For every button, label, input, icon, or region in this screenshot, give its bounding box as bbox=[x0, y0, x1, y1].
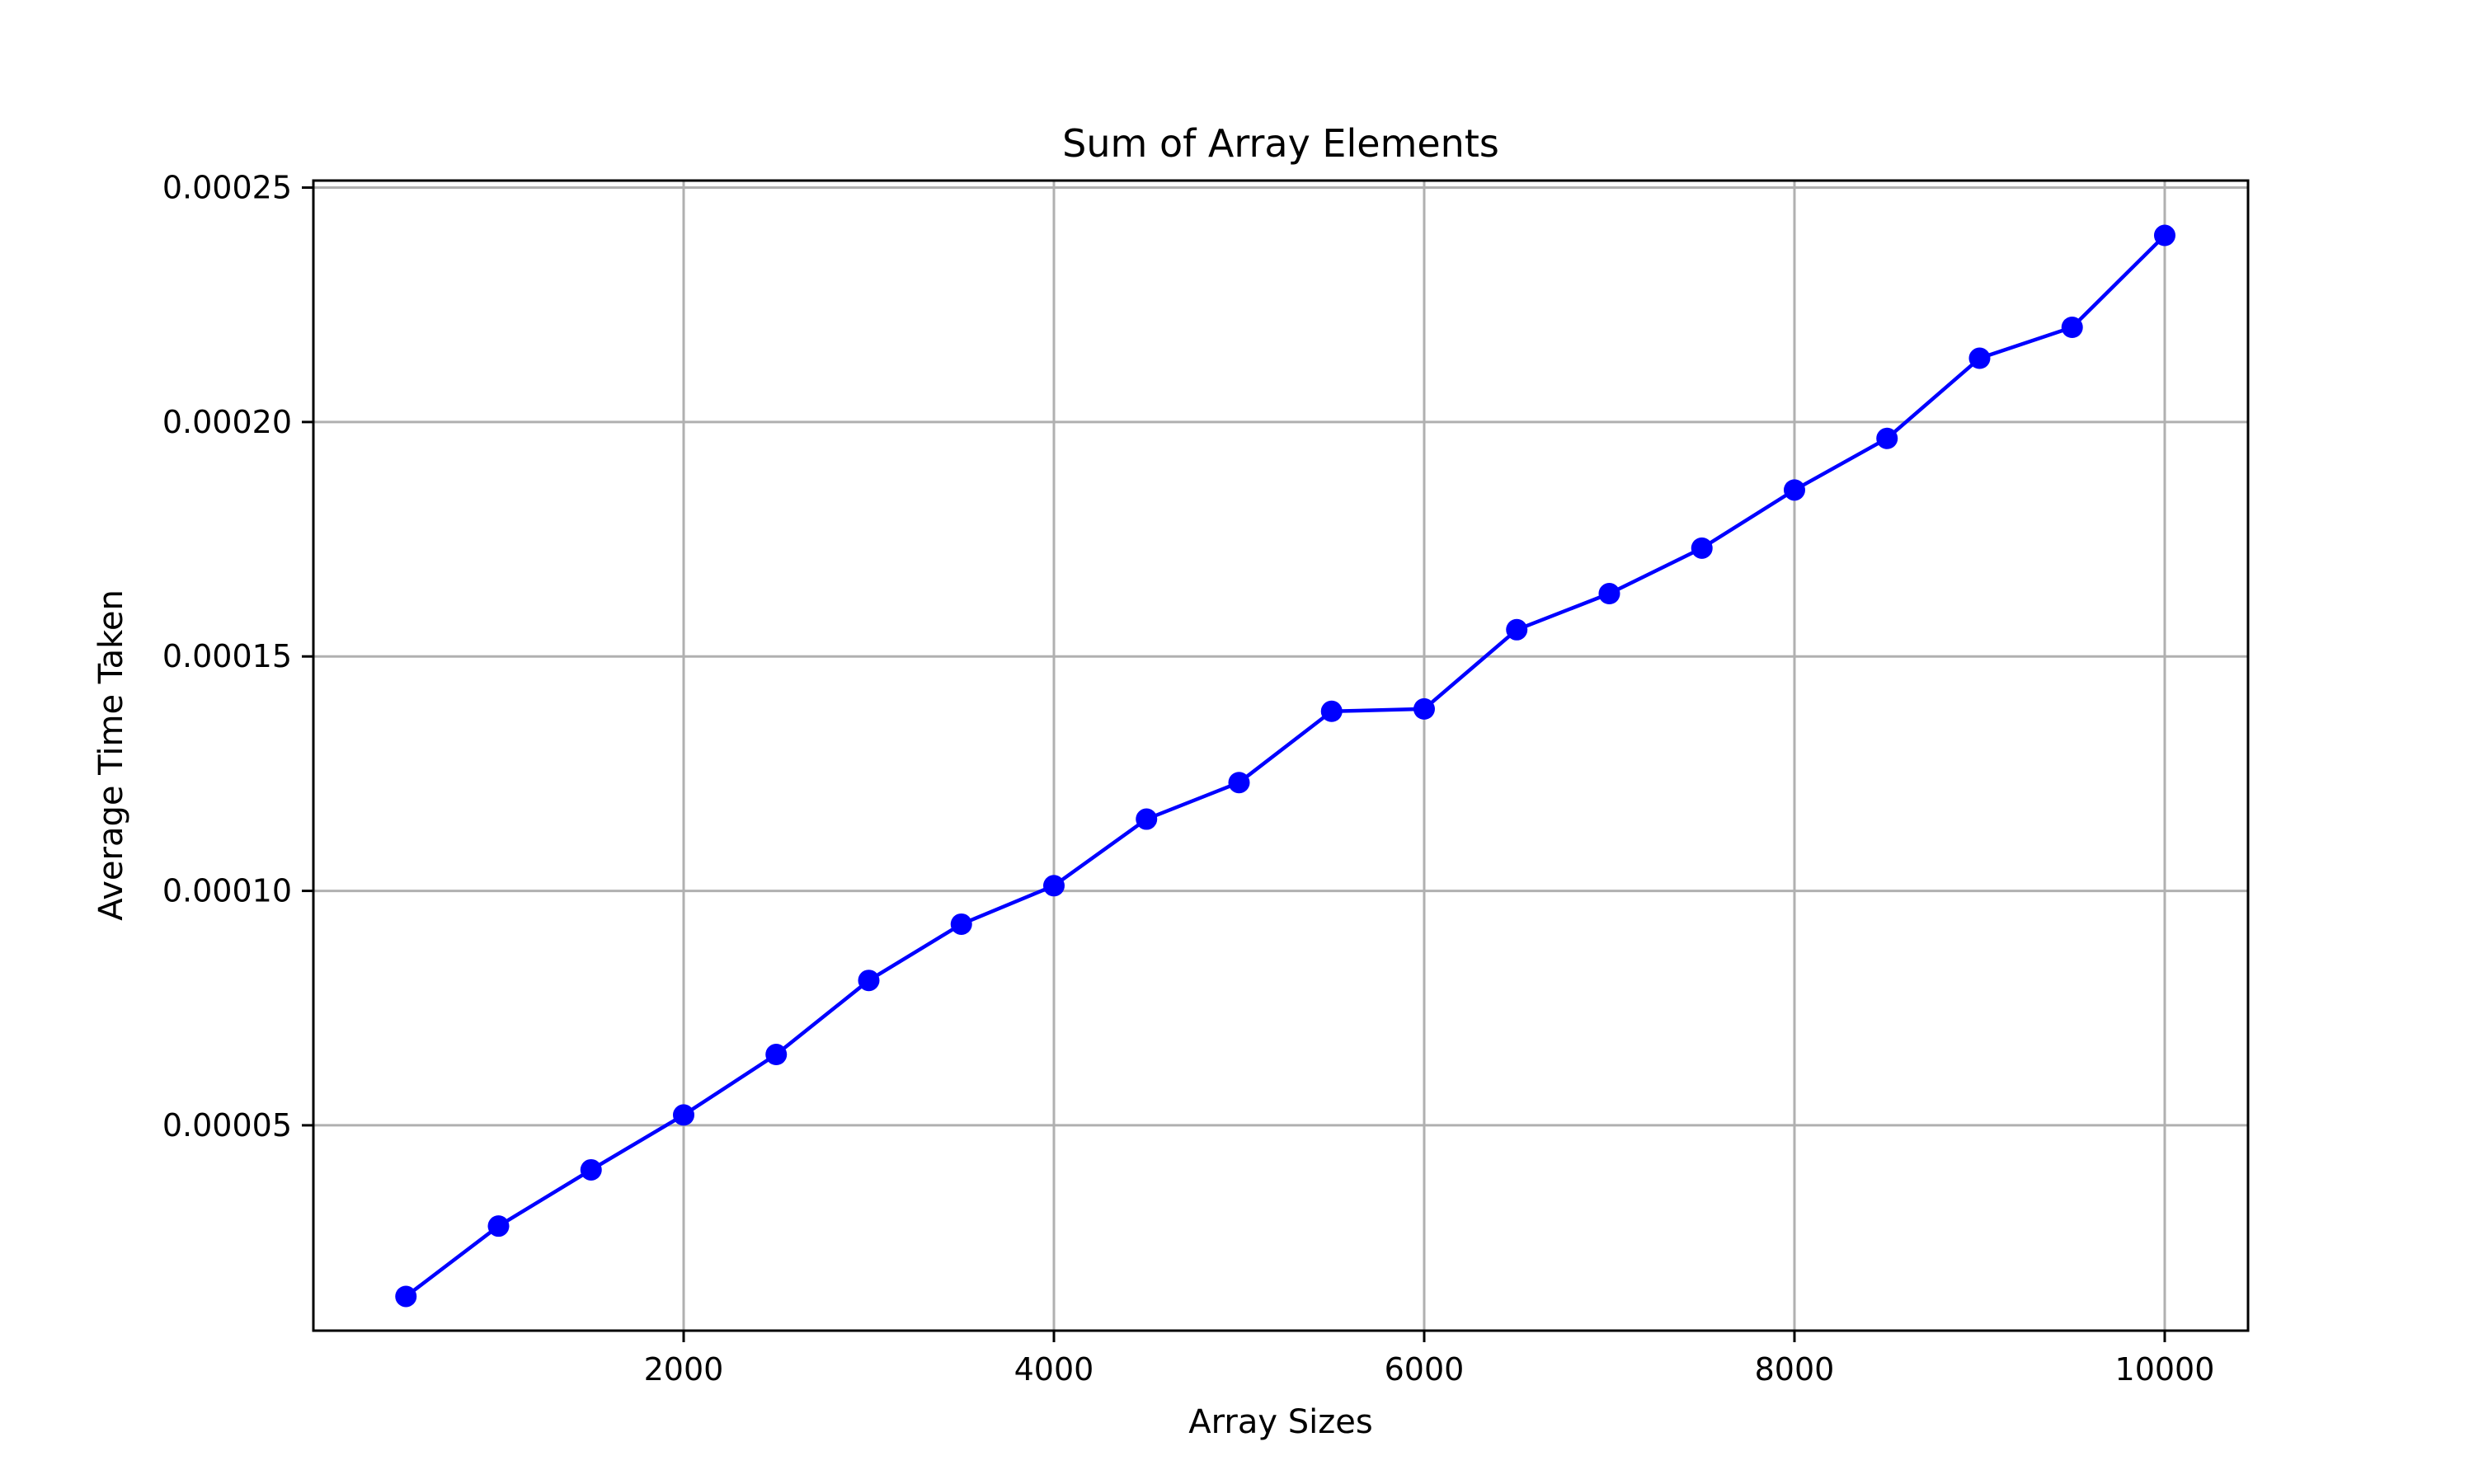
grid-lines bbox=[313, 181, 2248, 1331]
y-tick-label: 0.00005 bbox=[162, 1107, 292, 1144]
data-point bbox=[1691, 537, 1713, 559]
x-tick-label: 10000 bbox=[2115, 1351, 2215, 1388]
data-point bbox=[1876, 427, 1898, 449]
data-point bbox=[1598, 583, 1620, 605]
data-point bbox=[765, 1044, 788, 1066]
data-point bbox=[1042, 875, 1065, 897]
data-point bbox=[1320, 700, 1343, 722]
data-point bbox=[487, 1215, 510, 1237]
y-tick-label: 0.00020 bbox=[162, 404, 292, 440]
data-point bbox=[1228, 772, 1250, 794]
axis-ticks: 2000 4000 6000 8000 10000 0.00005 0.00010 0.000… bbox=[162, 170, 2215, 1388]
x-tick-label: 4000 bbox=[1014, 1351, 1094, 1388]
x-tick-label: 6000 bbox=[1385, 1351, 1465, 1388]
data-point bbox=[950, 913, 972, 935]
y-tick-label: 0.00025 bbox=[162, 170, 292, 206]
chart-title: Sum of Array Elements bbox=[1062, 121, 1499, 166]
y-axis-label: Average Time Taken bbox=[92, 589, 130, 921]
y-tick-label: 0.00015 bbox=[162, 638, 292, 674]
data-point bbox=[858, 970, 880, 992]
series-line-group bbox=[395, 224, 2175, 1308]
x-tick-label: 2000 bbox=[644, 1351, 724, 1388]
data-point bbox=[1506, 618, 1528, 641]
data-point bbox=[395, 1285, 417, 1308]
plot-frame bbox=[312, 179, 2250, 1332]
data-point bbox=[2153, 224, 2175, 247]
data-point bbox=[1968, 347, 1991, 369]
x-tick-label: 8000 bbox=[1755, 1351, 1835, 1388]
data-point bbox=[1413, 697, 1435, 720]
y-tick-label: 0.00010 bbox=[162, 873, 292, 909]
data-point bbox=[580, 1158, 602, 1181]
data-point bbox=[672, 1104, 694, 1126]
data-point bbox=[1783, 479, 1805, 501]
series-line bbox=[404, 233, 2166, 1298]
x-axis-label: Array Sizes bbox=[1188, 1403, 1372, 1441]
data-point bbox=[2061, 317, 2083, 339]
data-point bbox=[1136, 808, 1158, 830]
